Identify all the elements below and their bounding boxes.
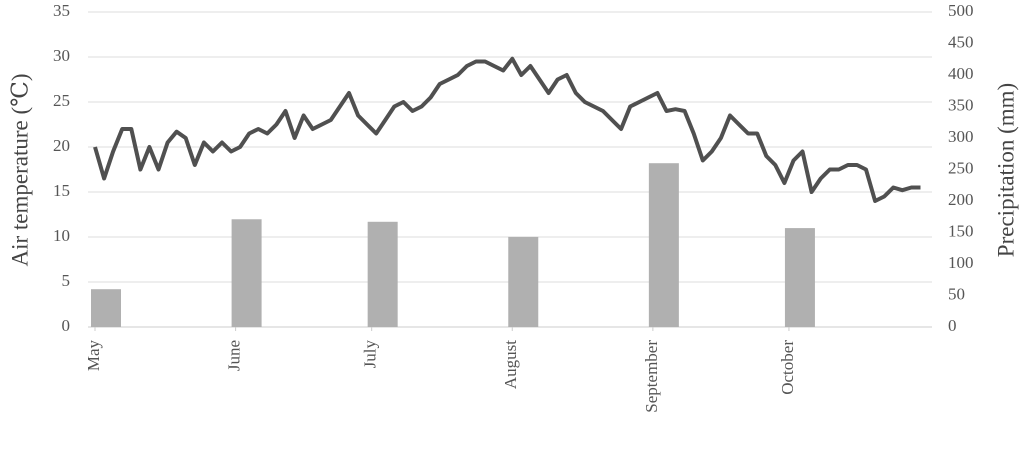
x-tick-label: October: [778, 340, 797, 395]
y-axis-title: Air temperature (℃): [7, 73, 32, 266]
y2-tick-label: 200: [948, 190, 974, 209]
y2-tick-label: 450: [948, 32, 974, 51]
y-tick-label: 20: [53, 136, 70, 155]
bar: [91, 289, 121, 327]
y-tick-label: 10: [53, 226, 70, 245]
bar: [784, 228, 815, 327]
bar: [231, 219, 262, 327]
y2-tick-label: 500: [948, 1, 974, 20]
y-tick-label: 35: [53, 1, 70, 20]
y-tick-label: 30: [53, 46, 70, 65]
y-tick-label: 15: [53, 181, 70, 200]
y-tick-label: 0: [62, 316, 71, 335]
x-tick-label: June: [225, 340, 244, 371]
x-tick-label: May: [84, 340, 103, 372]
y2-tick-label: 0: [948, 316, 957, 335]
y2-tick-label: 100: [948, 253, 974, 272]
y2-tick-label: 400: [948, 64, 974, 83]
y2-tick-label: 150: [948, 221, 974, 240]
x-tick-label: September: [642, 340, 661, 413]
y-tick-label: 5: [62, 271, 71, 290]
y2-tick-label: 350: [948, 95, 974, 114]
bar: [367, 221, 398, 327]
y2-tick-label: 250: [948, 158, 974, 177]
bar: [648, 163, 679, 327]
x-tick-label: July: [361, 340, 380, 369]
y-tick-label: 25: [53, 91, 70, 110]
y2-axis-title: Precipitation (mm): [993, 83, 1018, 257]
bar: [508, 236, 539, 327]
x-tick-label: August: [501, 340, 520, 389]
y2-tick-label: 300: [948, 127, 974, 146]
temperature-line: [93, 56, 921, 203]
y2-tick-label: 50: [948, 284, 965, 303]
